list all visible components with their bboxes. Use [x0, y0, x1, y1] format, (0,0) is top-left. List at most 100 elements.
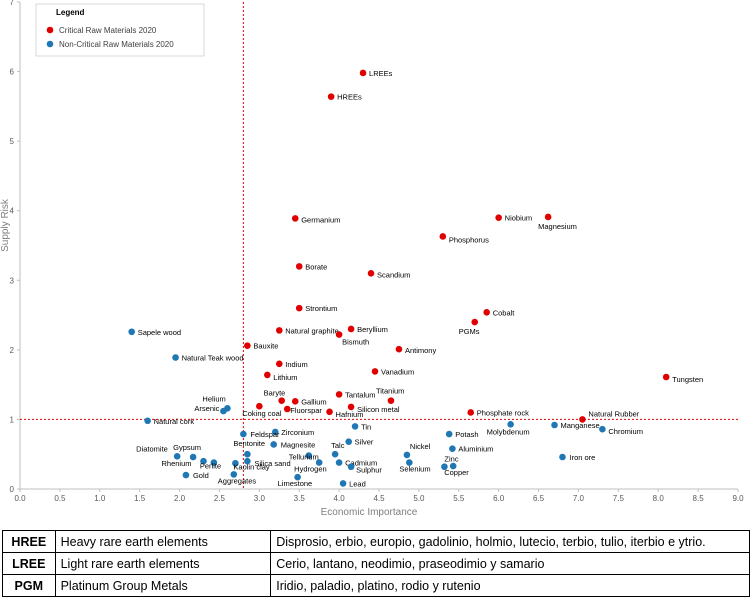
x-tick-label: 6.5 — [533, 494, 545, 503]
point-label-hydrogen: Hydrogen — [294, 465, 327, 474]
point-label-lead: Lead — [349, 479, 366, 488]
point-hafnium — [326, 408, 333, 416]
point-label-tungsten: Tungsten — [672, 375, 703, 384]
y-tick-label: 1 — [10, 415, 15, 424]
point-gallium — [291, 398, 299, 405]
point-titanium — [387, 397, 395, 404]
point-cadmium — [335, 459, 343, 466]
point-silicon-metal — [347, 403, 355, 411]
legend-title: Legend — [56, 8, 85, 17]
point-label-natural-rubber: Natural Rubber — [588, 409, 639, 418]
point-niobium — [495, 214, 502, 221]
x-tick-label: 1.5 — [134, 494, 146, 503]
point-gypsum — [189, 453, 197, 461]
point-strontium — [295, 304, 303, 312]
point-label-pgms: PGMs — [459, 327, 480, 336]
legend: Legend Critical Raw Materials 2020 Non-Cri… — [35, 3, 205, 57]
point-label-lithium: Lithium — [273, 373, 297, 382]
point-fluorspar — [283, 405, 291, 413]
point-label-potash: Potash — [455, 430, 478, 439]
point-natural-teak-wood — [172, 354, 179, 361]
point-kaolin-clay — [232, 459, 239, 467]
point-label-arsenic: Arsenic — [194, 404, 219, 413]
legend-entry-non-critical-raw-materials-2020: Non-Critical Raw Materials 2020 — [59, 40, 174, 49]
data-points: LREEs HREEs Germanium Niobium Magnesium Phosp… — [128, 69, 703, 488]
point-magnesite — [270, 441, 277, 448]
y-axis-title: Supply Risk — [0, 198, 11, 252]
y-tick-label: 7 — [10, 0, 15, 7]
point-copper — [449, 462, 457, 470]
point-selenium — [406, 459, 413, 466]
legend-box — [35, 3, 205, 57]
point-talc — [331, 450, 339, 458]
point-label-tantalum: Tantalum — [345, 390, 375, 399]
point-feldspar — [240, 430, 247, 438]
point-label-cadmium: Cadmium — [345, 459, 377, 468]
point-rhenium — [200, 457, 207, 465]
point-label-helium: Helium — [202, 394, 225, 403]
point-phosphorus — [439, 233, 447, 240]
point-sapele-wood — [128, 328, 135, 336]
point-label-scandium: Scandium — [377, 270, 410, 279]
point-aluminium — [449, 445, 456, 452]
glossary-abbreviation: LREE — [2, 552, 56, 575]
point-label-vanadium: Vanadium — [381, 367, 414, 376]
point-label-zirconium: Zirconium — [281, 428, 314, 437]
x-tick-label: 7.5 — [613, 494, 625, 503]
point-tantalum — [335, 391, 343, 398]
point-germanium — [291, 215, 299, 222]
point-vanadium — [371, 368, 379, 375]
point-silica-sand — [244, 457, 251, 465]
point-manganese — [551, 421, 558, 429]
point-limestone — [294, 473, 301, 481]
point-label-strontium: Strontium — [305, 304, 337, 313]
point-hydrogen — [315, 459, 323, 466]
point-label-selenium: Selenium — [399, 465, 430, 474]
point-tellurium — [305, 452, 313, 459]
glossary-row-hree: HREE Heavy rare earth elements Disprosio, … — [2, 530, 750, 553]
x-tick-label: 6.0 — [493, 494, 505, 503]
point-natural-graphite — [275, 327, 283, 334]
point-label-rhenium: Rhenium — [161, 459, 191, 468]
y-tick-label: 0 — [10, 485, 15, 494]
point-label-gallium: Gallium — [301, 397, 326, 406]
point-label-silicon-metal: Silicon metal — [357, 405, 400, 414]
point-label-silver: Silver — [355, 438, 374, 447]
glossary-description: Disprosio, erbio, europio, gadolinio, ho… — [270, 530, 750, 553]
point-label-bentonite: Bentonite — [233, 439, 265, 448]
point-coking-coal — [256, 402, 263, 410]
point-bismuth — [335, 331, 343, 338]
x-tick-label: 2.0 — [174, 494, 186, 503]
point-bentonite — [244, 450, 251, 458]
x-tick-label: 0.5 — [54, 494, 66, 503]
point-label-antimony: Antimony — [405, 346, 437, 355]
point-silver — [345, 438, 352, 445]
y-tick-label: 4 — [10, 207, 15, 216]
point-label-titanium: Titanium — [376, 387, 404, 396]
point-zinc — [441, 463, 448, 471]
point-lrees — [359, 69, 367, 77]
glossary-row-pgm: PGM Platinum Group Metals Iridio, paladio,… — [2, 574, 750, 597]
point-label-coking-coal: Coking coal — [242, 409, 282, 418]
point-perlite — [210, 459, 218, 466]
point-label-hrees: HREEs — [337, 93, 362, 102]
point-tin — [351, 423, 359, 430]
point-natural-cork — [144, 417, 151, 425]
point-label-natural-cork: Natural cork — [154, 417, 195, 426]
point-label-phosphorus: Phosphorus — [449, 235, 489, 244]
glossary-abbreviation: PGM — [2, 574, 56, 597]
legend-entry-critical-raw-materials-2020: Critical Raw Materials 2020 — [59, 26, 157, 35]
x-tick-label: 1.0 — [94, 494, 106, 503]
glossary-row-lree: LREE Light rare earth elements Cerio, lant… — [2, 552, 750, 575]
point-label-gold: Gold — [193, 471, 209, 480]
point-label-copper: Copper — [444, 468, 469, 477]
glossary-table: HREE Heavy rare earth elements Disprosio, … — [2, 530, 750, 597]
point-label-bauxite: Bauxite — [253, 342, 278, 351]
x-tick-label: 4.5 — [373, 494, 385, 503]
point-label-lrees: LREEs — [369, 69, 393, 78]
point-natural-rubber — [579, 416, 586, 423]
point-label-beryllium: Beryllium — [357, 325, 388, 334]
threshold-lines — [20, 2, 738, 489]
point-label-perlite: Perlite — [200, 462, 221, 471]
x-axis-title: Economic Importance — [321, 507, 418, 518]
